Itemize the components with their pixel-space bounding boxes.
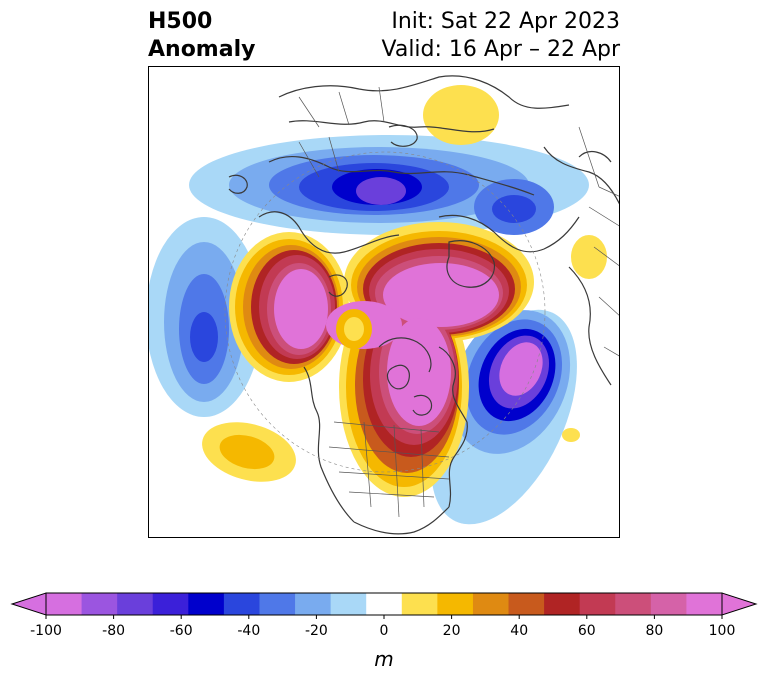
colorbar-swatch — [81, 593, 118, 615]
colorbar-swatch — [579, 593, 616, 615]
colorbar-unit-label: m — [374, 647, 394, 671]
map-svg — [149, 75, 619, 535]
colorbar-tick-label: -40 — [237, 623, 260, 639]
title-anomaly: Anomaly — [148, 37, 256, 62]
colorbar-tick-label: -20 — [305, 623, 328, 639]
colorbar-tick-label: 0 — [380, 623, 389, 639]
colorbar-segments — [10, 592, 758, 616]
hemisphere-rim — [224, 151, 546, 473]
colorbar-swatch — [330, 593, 367, 615]
colorbar-swatch — [686, 593, 723, 615]
colorbar-swatch — [615, 593, 652, 615]
title-left: H500 Anomaly — [148, 8, 255, 64]
colorbar-swatch — [472, 593, 510, 615]
colorbar-swatch — [188, 593, 225, 615]
colorbar-extend-low — [10, 592, 47, 616]
colorbar-tick-label: -100 — [30, 623, 62, 639]
colorbar-swatch — [223, 593, 260, 615]
colorbar-swatch — [366, 593, 403, 615]
colorbar: -100 -80 -60 -40 -20 0 20 40 60 80 100 — [10, 592, 758, 639]
colorbar-swatch — [295, 593, 332, 615]
positive-anomaly-minor — [202, 85, 607, 482]
negative-anomaly-west — [149, 217, 262, 417]
title-variable: H500 — [148, 9, 213, 34]
colorbar-tick-label: 40 — [510, 623, 528, 639]
colorbar-tick-label: 80 — [645, 623, 663, 639]
colorbar-swatch — [401, 593, 438, 615]
anomaly-map — [148, 66, 620, 538]
coastlines — [228, 75, 619, 535]
colorbar-ticks: -100 -80 -60 -40 -20 0 20 40 60 80 100 — [30, 615, 735, 639]
colorbar-swatch — [259, 593, 296, 615]
colorbar-swatch — [508, 593, 545, 615]
colorbar-swatch — [152, 593, 189, 615]
colorbar-swatch — [437, 593, 474, 615]
colorbar-extend-high — [721, 592, 758, 616]
colorbar-swatch — [46, 593, 83, 615]
colorbar-swatch — [117, 593, 154, 615]
init-date: Init: Sat 22 Apr 2023 — [391, 9, 620, 34]
colorbar-tick-label: 60 — [578, 623, 596, 639]
title-right: Init: Sat 22 Apr 2023 Valid: 16 Apr – 22… — [382, 8, 621, 64]
colorbar-tick-label: -60 — [170, 623, 193, 639]
valid-range: Valid: 16 Apr – 22 Apr — [381, 37, 621, 62]
colorbar-tick-label: 20 — [443, 623, 461, 639]
negative-anomaly-atlantic — [431, 309, 577, 525]
colorbar-tick-label: 100 — [709, 623, 736, 639]
colorbar-swatch — [544, 593, 581, 615]
country-borders — [298, 86, 619, 518]
negative-anomaly-north — [189, 135, 589, 235]
colorbar-swatch — [650, 593, 687, 615]
colorbar-tick-label: -80 — [102, 623, 125, 639]
